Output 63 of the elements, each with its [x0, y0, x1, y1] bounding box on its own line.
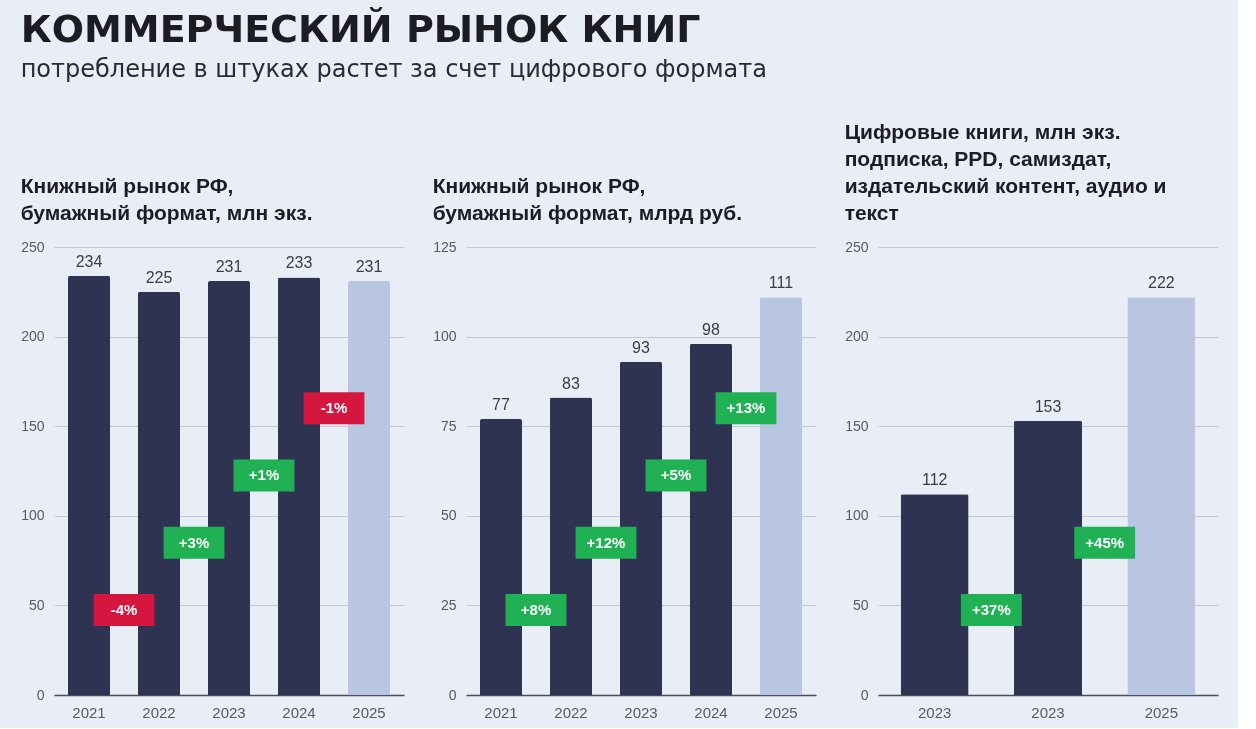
x-tick-label: 2025 [352, 703, 386, 721]
annotation: +45% [1085, 533, 1125, 551]
y-tick-label: 0 [36, 686, 45, 703]
annotation: -4% [110, 600, 138, 618]
data-label: 98 [702, 320, 720, 338]
y-tick-label: 100 [433, 328, 457, 345]
annotation: -1% [320, 399, 348, 417]
data-label: 234 [75, 252, 103, 270]
x-tick-label: 2021 [484, 703, 518, 721]
x-tick-label: 2022 [554, 703, 588, 721]
data-label: 153 [1034, 397, 1062, 415]
y-tick-label: 200 [21, 328, 45, 345]
data-label: 225 [145, 268, 173, 286]
y-tick-label: 200 [845, 328, 869, 345]
annotation: +13% [726, 399, 766, 417]
annotation: +1% [248, 466, 280, 484]
y-tick-label: 150 [845, 417, 869, 434]
y-tick-label: 150 [21, 417, 45, 434]
x-tick-label: 2024 [694, 703, 728, 721]
chart-title: Книжный рынок РФ, бумажный формат, млн экз. [20, 174, 313, 224]
data-label: 231 [215, 258, 243, 276]
y-tick-label: 75 [440, 417, 457, 434]
data-label: 83 [562, 374, 580, 392]
y-tick-label: 0 [448, 686, 457, 703]
y-tick-label: 50 [440, 507, 457, 524]
x-tick-label: 2023 [212, 703, 246, 721]
y-tick-label: 100 [21, 507, 45, 524]
data-label: 93 [632, 338, 650, 356]
chart-title: Цифровые книги, млн экз. подписка, PPD, самиздат, издательский контент, аудио и текст [844, 120, 1167, 224]
y-tick-label: 25 [440, 596, 457, 613]
annotation: +12% [586, 533, 626, 551]
x-tick-label: 2022 [142, 703, 176, 721]
text: КОММЕРЧЕСКИЙ РЫНОК КНИГ [20, 7, 701, 51]
annotation: +3% [178, 533, 210, 551]
y-tick-label: 0 [860, 686, 869, 703]
y-tick-label: 250 [21, 238, 45, 255]
x-tick-label: 2021 [72, 703, 106, 721]
annotation: +37% [971, 600, 1011, 618]
x-tick-label: 2023 [917, 703, 952, 721]
x-tick-label: 2023 [624, 703, 658, 721]
x-tick-label: 2023 [1031, 703, 1065, 721]
y-tick-label: 125 [433, 238, 457, 255]
bar [480, 419, 522, 695]
y-tick-label: 50 [852, 596, 869, 613]
x-tick-label: 2025 [1144, 703, 1179, 721]
y-tick-label: 50 [28, 596, 45, 613]
data-label: 112 [921, 471, 948, 489]
chart-title: Книжный рынок РФ, бумажный формат, млрд руб. [432, 174, 743, 224]
text: потребление в штуках растет за счет цифрового формата [20, 55, 767, 83]
annotation: +5% [660, 466, 692, 484]
y-tick-label: 250 [845, 238, 869, 255]
x-tick-label: 2025 [764, 703, 798, 721]
data-label: 233 [285, 254, 313, 272]
data-label: 222 [1147, 274, 1175, 292]
bar [1014, 420, 1082, 695]
bar [1127, 297, 1196, 695]
annotation: +8% [520, 600, 552, 618]
bar [900, 494, 969, 695]
y-tick-label: 100 [845, 507, 869, 524]
x-tick-label: 2024 [282, 703, 316, 721]
data-label: 111 [768, 274, 794, 292]
data-label: 231 [355, 258, 383, 276]
data-label: 77 [492, 396, 510, 414]
